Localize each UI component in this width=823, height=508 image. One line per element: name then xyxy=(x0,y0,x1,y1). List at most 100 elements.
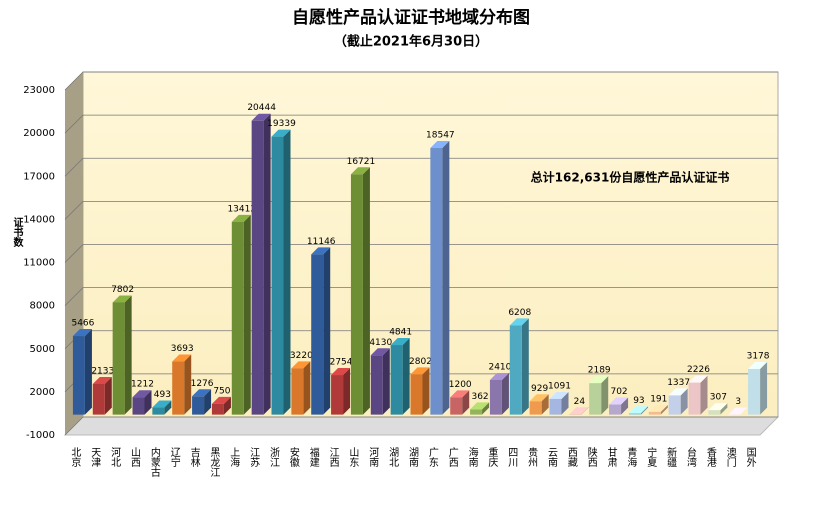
value-label: 1091 xyxy=(548,381,571,391)
x-tick-label: 广东 xyxy=(426,447,438,467)
chart-subtitle: （截止2021年6月30日） xyxy=(334,34,488,50)
x-tick-label: 陕西 xyxy=(585,446,597,467)
value-label: 11146 xyxy=(307,237,336,247)
value-label: 191 xyxy=(650,394,667,404)
value-label: 2410 xyxy=(488,362,511,372)
bar xyxy=(252,121,264,415)
bar xyxy=(311,254,323,414)
value-label: 2754 xyxy=(330,358,353,368)
bar xyxy=(550,399,562,415)
bar xyxy=(172,362,184,415)
value-label: 1337 xyxy=(667,378,690,388)
y-axis-label: 证书数 xyxy=(11,217,23,248)
bar xyxy=(232,222,244,415)
value-label: 3220 xyxy=(290,351,313,361)
bar xyxy=(530,401,542,414)
y-tick-label: 20000 xyxy=(23,128,55,139)
x-tick-label: 宁夏 xyxy=(645,446,657,467)
value-label: 19339 xyxy=(267,119,296,129)
bar-side xyxy=(502,373,509,415)
y-tick-label: 14000 xyxy=(23,214,55,225)
bar-side xyxy=(284,130,291,415)
value-label: 1276 xyxy=(191,379,214,389)
value-label: 2133 xyxy=(91,366,114,376)
x-tick-label: 山东 xyxy=(347,447,359,467)
bar-side xyxy=(244,215,251,415)
x-tick-label: 广西 xyxy=(446,447,458,467)
x-tick-label: 四川 xyxy=(506,447,518,467)
value-label: 702 xyxy=(610,387,627,397)
value-label: 7802 xyxy=(111,285,134,295)
y-tick-label: -1000 xyxy=(26,430,55,441)
bar xyxy=(212,404,224,415)
bar xyxy=(391,345,403,415)
value-label: 307 xyxy=(710,393,727,403)
bar xyxy=(291,368,303,414)
value-label: 16721 xyxy=(347,157,376,167)
value-label: 3693 xyxy=(171,344,194,354)
bar-side xyxy=(303,361,310,414)
x-tick-label: 内蒙古 xyxy=(148,446,160,478)
bar xyxy=(609,405,621,415)
x-tick-label: 辽宁 xyxy=(168,447,180,467)
y-tick-label: 23000 xyxy=(23,85,55,96)
x-tick-label: 山西 xyxy=(129,447,141,467)
bar xyxy=(430,148,442,415)
bar-side xyxy=(442,141,449,415)
value-label: 93 xyxy=(633,396,644,406)
x-tick-label: 澳门 xyxy=(724,446,736,468)
value-label: 4130 xyxy=(369,338,392,348)
bar-side xyxy=(522,318,529,414)
value-label: 362 xyxy=(471,392,488,402)
bar xyxy=(192,396,204,414)
x-tick-label: 贵州 xyxy=(526,446,538,467)
x-tick-label: 青海 xyxy=(625,446,637,468)
bar-side xyxy=(363,167,370,414)
x-tick-label: 黑龙江 xyxy=(208,447,220,477)
bar xyxy=(490,380,502,415)
bar xyxy=(133,397,145,414)
x-tick-label: 江苏 xyxy=(248,447,260,468)
annotation: 总计162,631份自愿性产品认证证书 xyxy=(531,170,730,185)
x-tick-label: 云南 xyxy=(546,447,558,467)
value-label: 2802 xyxy=(409,357,432,367)
value-label: 929 xyxy=(531,384,548,394)
value-label: 493 xyxy=(154,390,171,400)
bar-side xyxy=(383,348,390,414)
bar-side xyxy=(343,368,350,415)
y-tick-label: 11000 xyxy=(23,258,55,269)
value-label: 1212 xyxy=(131,380,154,390)
bar xyxy=(93,384,105,415)
bar-side xyxy=(264,114,271,415)
bar-side xyxy=(323,247,330,414)
x-tick-label: 西藏 xyxy=(565,447,577,468)
value-label: 4841 xyxy=(389,328,412,338)
y-tick-label: 8000 xyxy=(30,301,55,312)
x-tick-label: 吉林 xyxy=(188,447,200,468)
bar-side xyxy=(760,362,767,415)
value-label: 1200 xyxy=(449,380,472,390)
x-tick-label: 国外 xyxy=(744,447,756,468)
bar xyxy=(73,336,85,415)
y-tick-label: 5000 xyxy=(30,344,55,355)
floor xyxy=(65,417,778,435)
bar xyxy=(351,174,363,414)
x-tick-label: 台湾 xyxy=(685,446,697,468)
value-label: 6208 xyxy=(508,308,531,318)
x-tick-label: 新疆 xyxy=(665,446,677,468)
y-tick-label: 17000 xyxy=(23,171,55,182)
x-tick-label: 香港 xyxy=(704,447,716,467)
value-label: 3 xyxy=(735,397,741,407)
bar xyxy=(411,374,423,414)
bar xyxy=(272,137,284,415)
bar xyxy=(589,383,601,414)
x-tick-label: 湖北 xyxy=(387,447,399,467)
x-tick-label: 北京 xyxy=(69,447,81,468)
value-label: 3178 xyxy=(747,351,770,361)
bar xyxy=(371,355,383,414)
value-label: 20444 xyxy=(247,103,276,113)
bar-side xyxy=(403,338,410,415)
value-label: 750 xyxy=(213,386,230,396)
x-tick-label: 甘肃 xyxy=(605,446,617,468)
bar xyxy=(152,408,164,415)
